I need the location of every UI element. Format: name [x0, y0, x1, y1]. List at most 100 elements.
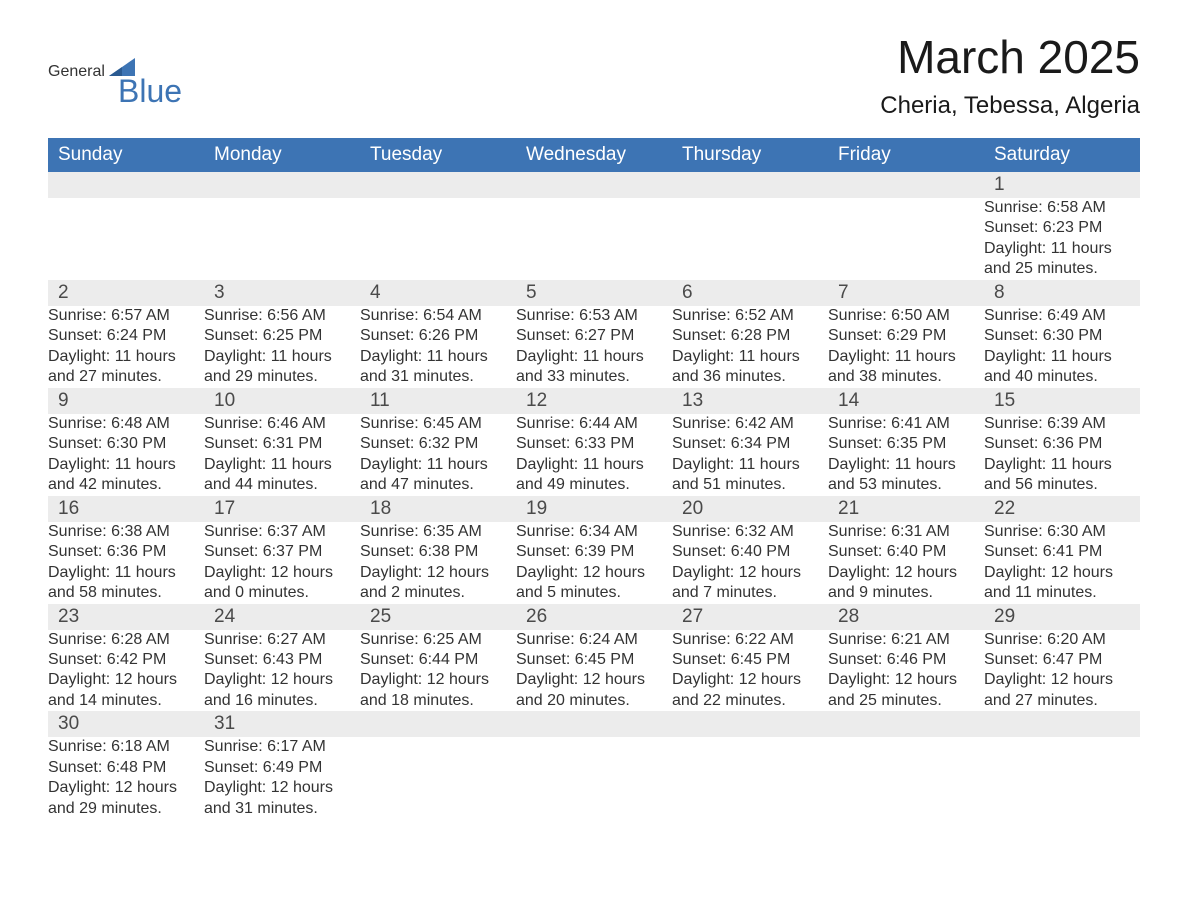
- day-info-cell: Sunrise: 6:58 AMSunset: 6:23 PMDaylight:…: [984, 198, 1140, 280]
- day-number: 5: [516, 280, 672, 306]
- daylight-line: Daylight: 12 hours and 18 minutes.: [360, 670, 516, 711]
- day-info-cell: Sunrise: 6:50 AMSunset: 6:29 PMDaylight:…: [828, 306, 984, 388]
- daylight-line: Daylight: 12 hours and 27 minutes.: [984, 670, 1140, 711]
- day-number: 11: [360, 388, 516, 414]
- day-number-cell: 8: [984, 280, 1140, 306]
- day-number: 7: [828, 280, 984, 306]
- daynum-row: 9101112131415: [48, 388, 1140, 414]
- day-number-cell: 29: [984, 604, 1140, 630]
- sunrise-line: Sunrise: 6:49 AM: [984, 306, 1140, 326]
- day-number-cell: 27: [672, 604, 828, 630]
- day-number: 1: [984, 172, 1140, 198]
- day-number: 30: [48, 711, 204, 737]
- sunset-line: Sunset: 6:36 PM: [984, 434, 1140, 454]
- sunset-line: Sunset: 6:44 PM: [360, 650, 516, 670]
- day-number-cell: [672, 172, 828, 198]
- day-number: 18: [360, 496, 516, 522]
- day-number-cell: 12: [516, 388, 672, 414]
- day-number-cell: [360, 711, 516, 737]
- info-row: Sunrise: 6:38 AMSunset: 6:36 PMDaylight:…: [48, 522, 1140, 604]
- day-info-cell: [828, 737, 984, 819]
- sunrise-line: Sunrise: 6:32 AM: [672, 522, 828, 542]
- day-number: 25: [360, 604, 516, 630]
- day-info-cell: Sunrise: 6:48 AMSunset: 6:30 PMDaylight:…: [48, 414, 204, 496]
- sunset-line: Sunset: 6:30 PM: [48, 434, 204, 454]
- day-number-cell: 5: [516, 280, 672, 306]
- logo: General Blue: [48, 30, 182, 110]
- info-row: Sunrise: 6:18 AMSunset: 6:48 PMDaylight:…: [48, 737, 1140, 819]
- daylight-line: Daylight: 11 hours and 47 minutes.: [360, 455, 516, 496]
- daylight-line: Daylight: 11 hours and 58 minutes.: [48, 563, 204, 604]
- day-info-cell: Sunrise: 6:54 AMSunset: 6:26 PMDaylight:…: [360, 306, 516, 388]
- day-info-cell: [516, 198, 672, 280]
- day-info-cell: Sunrise: 6:20 AMSunset: 6:47 PMDaylight:…: [984, 630, 1140, 712]
- daylight-line: Daylight: 11 hours and 33 minutes.: [516, 347, 672, 388]
- daynum-row: 16171819202122: [48, 496, 1140, 522]
- day-number-cell: 14: [828, 388, 984, 414]
- day-info-cell: Sunrise: 6:44 AMSunset: 6:33 PMDaylight:…: [516, 414, 672, 496]
- day-number-cell: [984, 711, 1140, 737]
- day-number: 23: [48, 604, 204, 630]
- daynum-row: 2345678: [48, 280, 1140, 306]
- day-number-cell: 19: [516, 496, 672, 522]
- day-number: 6: [672, 280, 828, 306]
- day-info-cell: Sunrise: 6:37 AMSunset: 6:37 PMDaylight:…: [204, 522, 360, 604]
- day-number: 27: [672, 604, 828, 630]
- day-number: 2: [48, 280, 204, 306]
- day-number-cell: 4: [360, 280, 516, 306]
- day-number: 9: [48, 388, 204, 414]
- day-number: 31: [204, 711, 360, 737]
- day-number: 8: [984, 280, 1140, 306]
- sunrise-line: Sunrise: 6:38 AM: [48, 522, 204, 542]
- day-number-cell: 17: [204, 496, 360, 522]
- day-number: 13: [672, 388, 828, 414]
- daylight-line: Daylight: 12 hours and 7 minutes.: [672, 563, 828, 604]
- day-info-cell: Sunrise: 6:32 AMSunset: 6:40 PMDaylight:…: [672, 522, 828, 604]
- day-number: 14: [828, 388, 984, 414]
- day-info-cell: [48, 198, 204, 280]
- day-number: 29: [984, 604, 1140, 630]
- day-info-cell: Sunrise: 6:21 AMSunset: 6:46 PMDaylight:…: [828, 630, 984, 712]
- logo-blue: Blue: [118, 73, 182, 110]
- daylight-line: Daylight: 11 hours and 42 minutes.: [48, 455, 204, 496]
- daylight-line: Daylight: 12 hours and 22 minutes.: [672, 670, 828, 711]
- sunset-line: Sunset: 6:27 PM: [516, 326, 672, 346]
- daylight-line: Daylight: 12 hours and 29 minutes.: [48, 778, 204, 819]
- sunrise-line: Sunrise: 6:31 AM: [828, 522, 984, 542]
- day-info-cell: Sunrise: 6:35 AMSunset: 6:38 PMDaylight:…: [360, 522, 516, 604]
- day-number-cell: 6: [672, 280, 828, 306]
- sunrise-line: Sunrise: 6:58 AM: [984, 198, 1140, 218]
- sunset-line: Sunset: 6:43 PM: [204, 650, 360, 670]
- day-number-cell: 10: [204, 388, 360, 414]
- daylight-line: Daylight: 11 hours and 44 minutes.: [204, 455, 360, 496]
- sunset-line: Sunset: 6:34 PM: [672, 434, 828, 454]
- sunrise-line: Sunrise: 6:27 AM: [204, 630, 360, 650]
- day-number-cell: 31: [204, 711, 360, 737]
- day-number-cell: 30: [48, 711, 204, 737]
- day-number: 16: [48, 496, 204, 522]
- day-number-cell: 13: [672, 388, 828, 414]
- day-info-cell: [360, 198, 516, 280]
- day-number-cell: [828, 172, 984, 198]
- day-info-cell: Sunrise: 6:22 AMSunset: 6:45 PMDaylight:…: [672, 630, 828, 712]
- day-number-cell: 22: [984, 496, 1140, 522]
- sunset-line: Sunset: 6:42 PM: [48, 650, 204, 670]
- day-number-cell: [516, 172, 672, 198]
- day-number-cell: [828, 711, 984, 737]
- day-number: 10: [204, 388, 360, 414]
- day-number-cell: 1: [984, 172, 1140, 198]
- day-number: 15: [984, 388, 1140, 414]
- day-number-cell: 20: [672, 496, 828, 522]
- location: Cheria, Tebessa, Algeria: [880, 92, 1140, 120]
- day-number-cell: [672, 711, 828, 737]
- sunrise-line: Sunrise: 6:54 AM: [360, 306, 516, 326]
- day-info-cell: Sunrise: 6:45 AMSunset: 6:32 PMDaylight:…: [360, 414, 516, 496]
- sunset-line: Sunset: 6:28 PM: [672, 326, 828, 346]
- day-info-cell: Sunrise: 6:34 AMSunset: 6:39 PMDaylight:…: [516, 522, 672, 604]
- sunset-line: Sunset: 6:32 PM: [360, 434, 516, 454]
- sunrise-line: Sunrise: 6:48 AM: [48, 414, 204, 434]
- sunset-line: Sunset: 6:49 PM: [204, 758, 360, 778]
- weekday-header: Wednesday: [516, 138, 672, 172]
- daylight-line: Daylight: 11 hours and 56 minutes.: [984, 455, 1140, 496]
- sunrise-line: Sunrise: 6:25 AM: [360, 630, 516, 650]
